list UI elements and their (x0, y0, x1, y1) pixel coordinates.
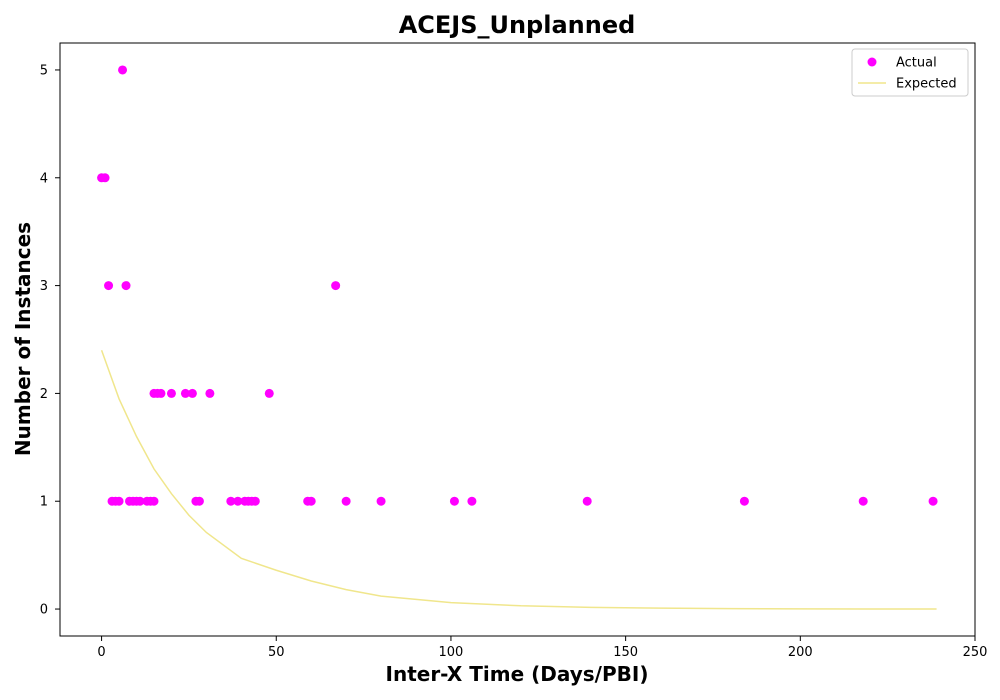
data-point-actual (582, 496, 592, 506)
x-tick-label: 50 (268, 645, 285, 660)
y-tick-label: 5 (40, 63, 48, 78)
data-point-actual (449, 496, 459, 506)
legend-label: Expected (896, 77, 957, 92)
y-tick-label: 4 (40, 171, 48, 186)
data-point-actual (180, 388, 190, 398)
data-point-actual (739, 496, 749, 506)
legend-box (851, 48, 969, 97)
x-tick-label: 200 (788, 645, 813, 660)
data-point-actual (233, 496, 243, 506)
data-point-actual (166, 388, 176, 398)
data-point-actual (264, 388, 274, 398)
y-tick-label: 0 (40, 603, 48, 618)
data-point-actual (135, 496, 145, 506)
data-point-actual (149, 496, 159, 506)
x-tick-label: 150 (613, 645, 638, 660)
chart-title: ACEJS_Unplanned (399, 11, 636, 39)
y-tick-label: 2 (40, 387, 48, 402)
plot-area (97, 65, 938, 610)
data-point-actual (187, 388, 197, 398)
data-point-actual (226, 496, 236, 506)
data-point-actual (306, 496, 316, 506)
data-point-actual (858, 496, 868, 506)
data-point-actual (121, 281, 131, 291)
data-point-actual (250, 496, 260, 506)
data-point-actual (104, 281, 114, 291)
legend-label: Actual (896, 56, 937, 71)
data-point-actual (376, 496, 386, 506)
y-tick-label: 3 (40, 279, 48, 294)
y-axis-ticks: 0 1 2 3 4 5 (40, 63, 60, 618)
legend: Actual Expected (851, 48, 969, 97)
x-tick-label: 250 (963, 645, 988, 660)
data-point-actual (467, 496, 477, 506)
plot-frame (59, 42, 976, 637)
data-point-actual (194, 496, 204, 506)
series-line-expected (100, 350, 937, 610)
data-point-actual (928, 496, 938, 506)
data-point-actual (100, 173, 110, 183)
data-point-actual (118, 65, 128, 75)
data-point-actual (114, 496, 124, 506)
data-point-actual (331, 281, 341, 291)
x-tick-label: 0 (97, 645, 105, 660)
y-axis-label: Number of Instances (11, 222, 35, 456)
x-axis-label: Inter-X Time (Days/PBI) (386, 662, 649, 686)
data-point-actual (156, 388, 166, 398)
y-tick-label: 1 (40, 495, 48, 510)
data-point-actual (205, 388, 215, 398)
legend-marker-actual (867, 57, 877, 67)
x-axis-ticks: 0 50 100 150 200 250 (97, 636, 987, 660)
data-point-actual (341, 496, 351, 506)
x-tick-label: 100 (439, 645, 464, 660)
